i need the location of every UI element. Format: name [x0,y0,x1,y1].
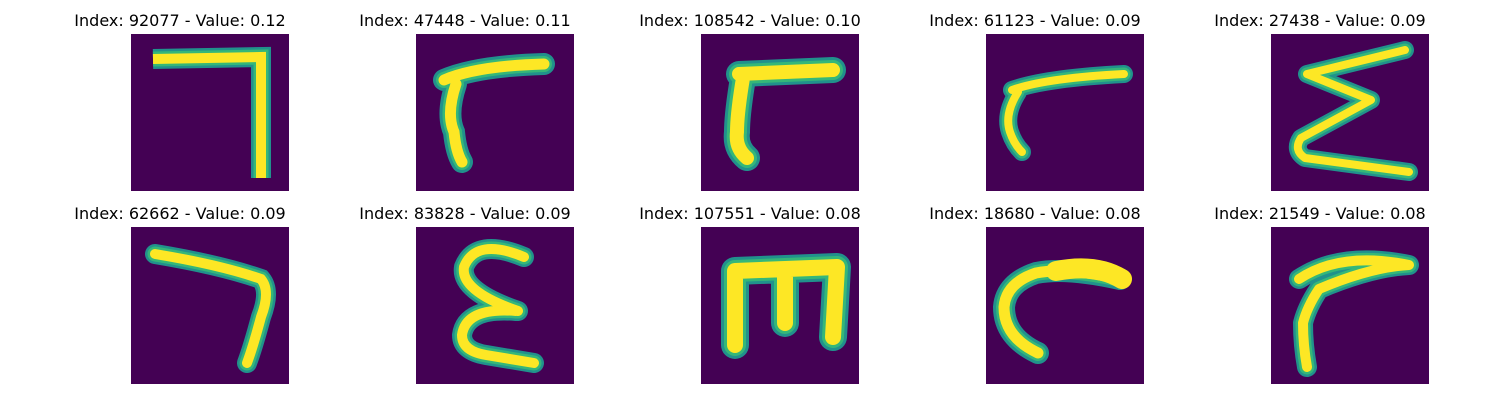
gamma-thin-icon [986,34,1144,191]
panel-title: Index: 62662 - Value: 0.09 [74,204,286,223]
c-hook-icon [986,227,1144,384]
panel-2: Index: 47448 - Value: 0.11 [315,0,615,191]
panel-title: Index: 108542 - Value: 0.10 [639,11,861,30]
panel-title: Index: 83828 - Value: 0.09 [359,204,571,223]
panel-title: Index: 61123 - Value: 0.09 [929,11,1141,30]
panel-title: Index: 92077 - Value: 0.12 [74,11,286,30]
panel-4: Index: 61123 - Value: 0.09 [885,0,1185,191]
gamma-swoop-icon [1271,227,1429,384]
panel-10: Index: 21549 - Value: 0.08 [1170,193,1470,384]
panel-6: Index: 62662 - Value: 0.09 [30,193,330,384]
panel-5: Index: 27438 - Value: 0.09 [1170,0,1470,191]
panel-title: Index: 27438 - Value: 0.09 [1214,11,1426,30]
gamma-bold-icon [701,34,859,191]
panel-9: Index: 18680 - Value: 0.08 [885,193,1185,384]
panel-title: Index: 47448 - Value: 0.11 [359,11,571,30]
seven-curved-icon [131,227,289,384]
panel-1: Index: 92077 - Value: 0.12 [30,0,330,191]
m-shape-icon [701,227,859,384]
panel-8: Index: 107551 - Value: 0.08 [600,193,900,384]
gamma-curve-icon [416,34,574,191]
panel-7: Index: 83828 - Value: 0.09 [315,193,615,384]
panel-3: Index: 108542 - Value: 0.10 [600,0,900,191]
epsilon-icon [416,227,574,384]
panel-title: Index: 107551 - Value: 0.08 [639,204,861,223]
seven-angle-icon [131,34,289,191]
panel-title: Index: 18680 - Value: 0.08 [929,204,1141,223]
panel-title: Index: 21549 - Value: 0.08 [1214,204,1426,223]
sigma-zigzag-icon [1271,34,1429,191]
